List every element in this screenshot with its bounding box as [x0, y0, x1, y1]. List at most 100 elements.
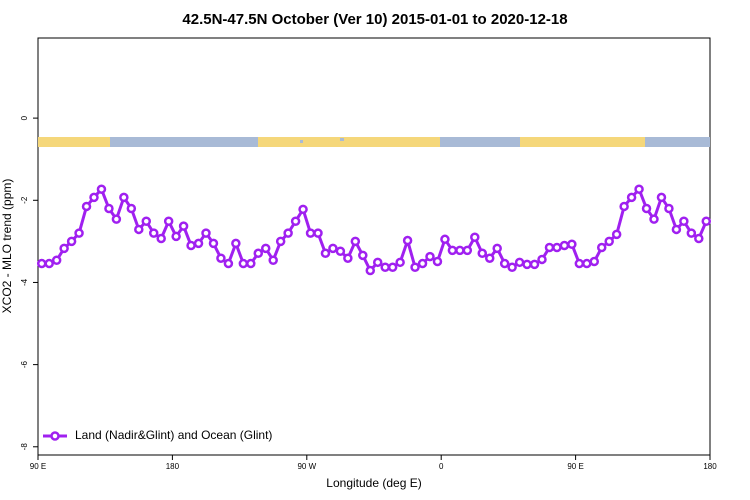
point	[320, 248, 331, 259]
point	[96, 184, 107, 194]
point	[36, 258, 47, 269]
point	[44, 258, 54, 269]
point	[290, 216, 301, 226]
point	[402, 235, 413, 246]
x-tick-label: 0	[439, 462, 444, 471]
point	[148, 228, 159, 238]
point	[380, 262, 390, 272]
point	[395, 257, 405, 268]
point	[156, 233, 166, 244]
point	[589, 256, 600, 267]
point	[119, 192, 129, 203]
y-tick-label: -6	[20, 361, 29, 369]
point	[89, 192, 99, 203]
point	[492, 243, 502, 254]
point	[59, 243, 69, 254]
point	[619, 201, 629, 212]
point	[432, 256, 443, 267]
point	[694, 233, 704, 244]
point	[260, 243, 271, 254]
point	[372, 257, 383, 268]
point	[417, 258, 428, 269]
point	[582, 258, 592, 269]
point	[470, 232, 480, 243]
point	[522, 259, 532, 270]
point	[679, 216, 689, 226]
point	[201, 228, 211, 238]
point	[358, 250, 368, 261]
point	[141, 216, 152, 226]
point	[111, 214, 122, 224]
point	[298, 204, 308, 215]
point	[305, 228, 316, 238]
x-tick-label: 90 E	[567, 462, 583, 471]
point	[104, 203, 114, 214]
point	[701, 216, 712, 226]
chart-title: 42.5N-47.5N October (Ver 10) 2015-01-01 …	[182, 11, 567, 28]
point	[559, 240, 570, 251]
point	[51, 255, 62, 266]
y-tick-label: 0	[20, 115, 29, 120]
point	[328, 243, 338, 254]
y-tick-label: -2	[20, 196, 29, 204]
point	[484, 253, 495, 263]
point	[567, 239, 577, 249]
point	[238, 258, 249, 269]
y-tick-label: -8	[20, 443, 29, 451]
legend-marker	[50, 431, 60, 441]
point	[178, 221, 189, 231]
point	[186, 240, 196, 251]
point	[216, 253, 226, 263]
point	[649, 214, 659, 224]
point	[447, 245, 458, 256]
point	[193, 238, 204, 249]
point	[455, 245, 465, 256]
point	[507, 262, 517, 272]
y-tick-label: -4	[20, 278, 29, 286]
point	[253, 248, 264, 259]
point	[275, 236, 286, 247]
point	[163, 216, 174, 226]
point	[268, 255, 278, 266]
point	[134, 224, 144, 235]
point	[641, 203, 652, 214]
point	[313, 228, 323, 238]
point	[529, 259, 540, 270]
point	[74, 228, 84, 238]
point	[477, 248, 488, 259]
point	[671, 224, 682, 235]
point	[171, 231, 181, 242]
point	[350, 236, 361, 247]
point	[552, 242, 562, 253]
y-axis-label: XCO2 - MLO trend (ppm)	[0, 179, 14, 314]
x-tick-label: 180	[166, 462, 180, 471]
x-tick-label: 90 W	[297, 462, 316, 471]
point	[335, 246, 346, 256]
point	[365, 265, 376, 276]
point	[462, 245, 473, 256]
point	[596, 242, 607, 253]
point	[514, 257, 525, 268]
point	[231, 238, 241, 249]
point	[611, 229, 622, 240]
point	[656, 192, 667, 203]
point	[343, 253, 353, 263]
point	[126, 203, 137, 214]
point	[81, 201, 92, 212]
point	[626, 192, 637, 203]
point	[544, 242, 555, 253]
point	[574, 258, 585, 269]
point	[223, 258, 234, 269]
point	[440, 234, 450, 245]
point	[410, 262, 420, 272]
point	[208, 238, 219, 249]
point	[387, 262, 398, 272]
point	[634, 184, 644, 194]
point	[246, 258, 256, 269]
point	[283, 228, 293, 238]
point	[604, 236, 614, 247]
x-axis-label: Longitude (deg E)	[326, 476, 421, 490]
point	[537, 254, 547, 265]
